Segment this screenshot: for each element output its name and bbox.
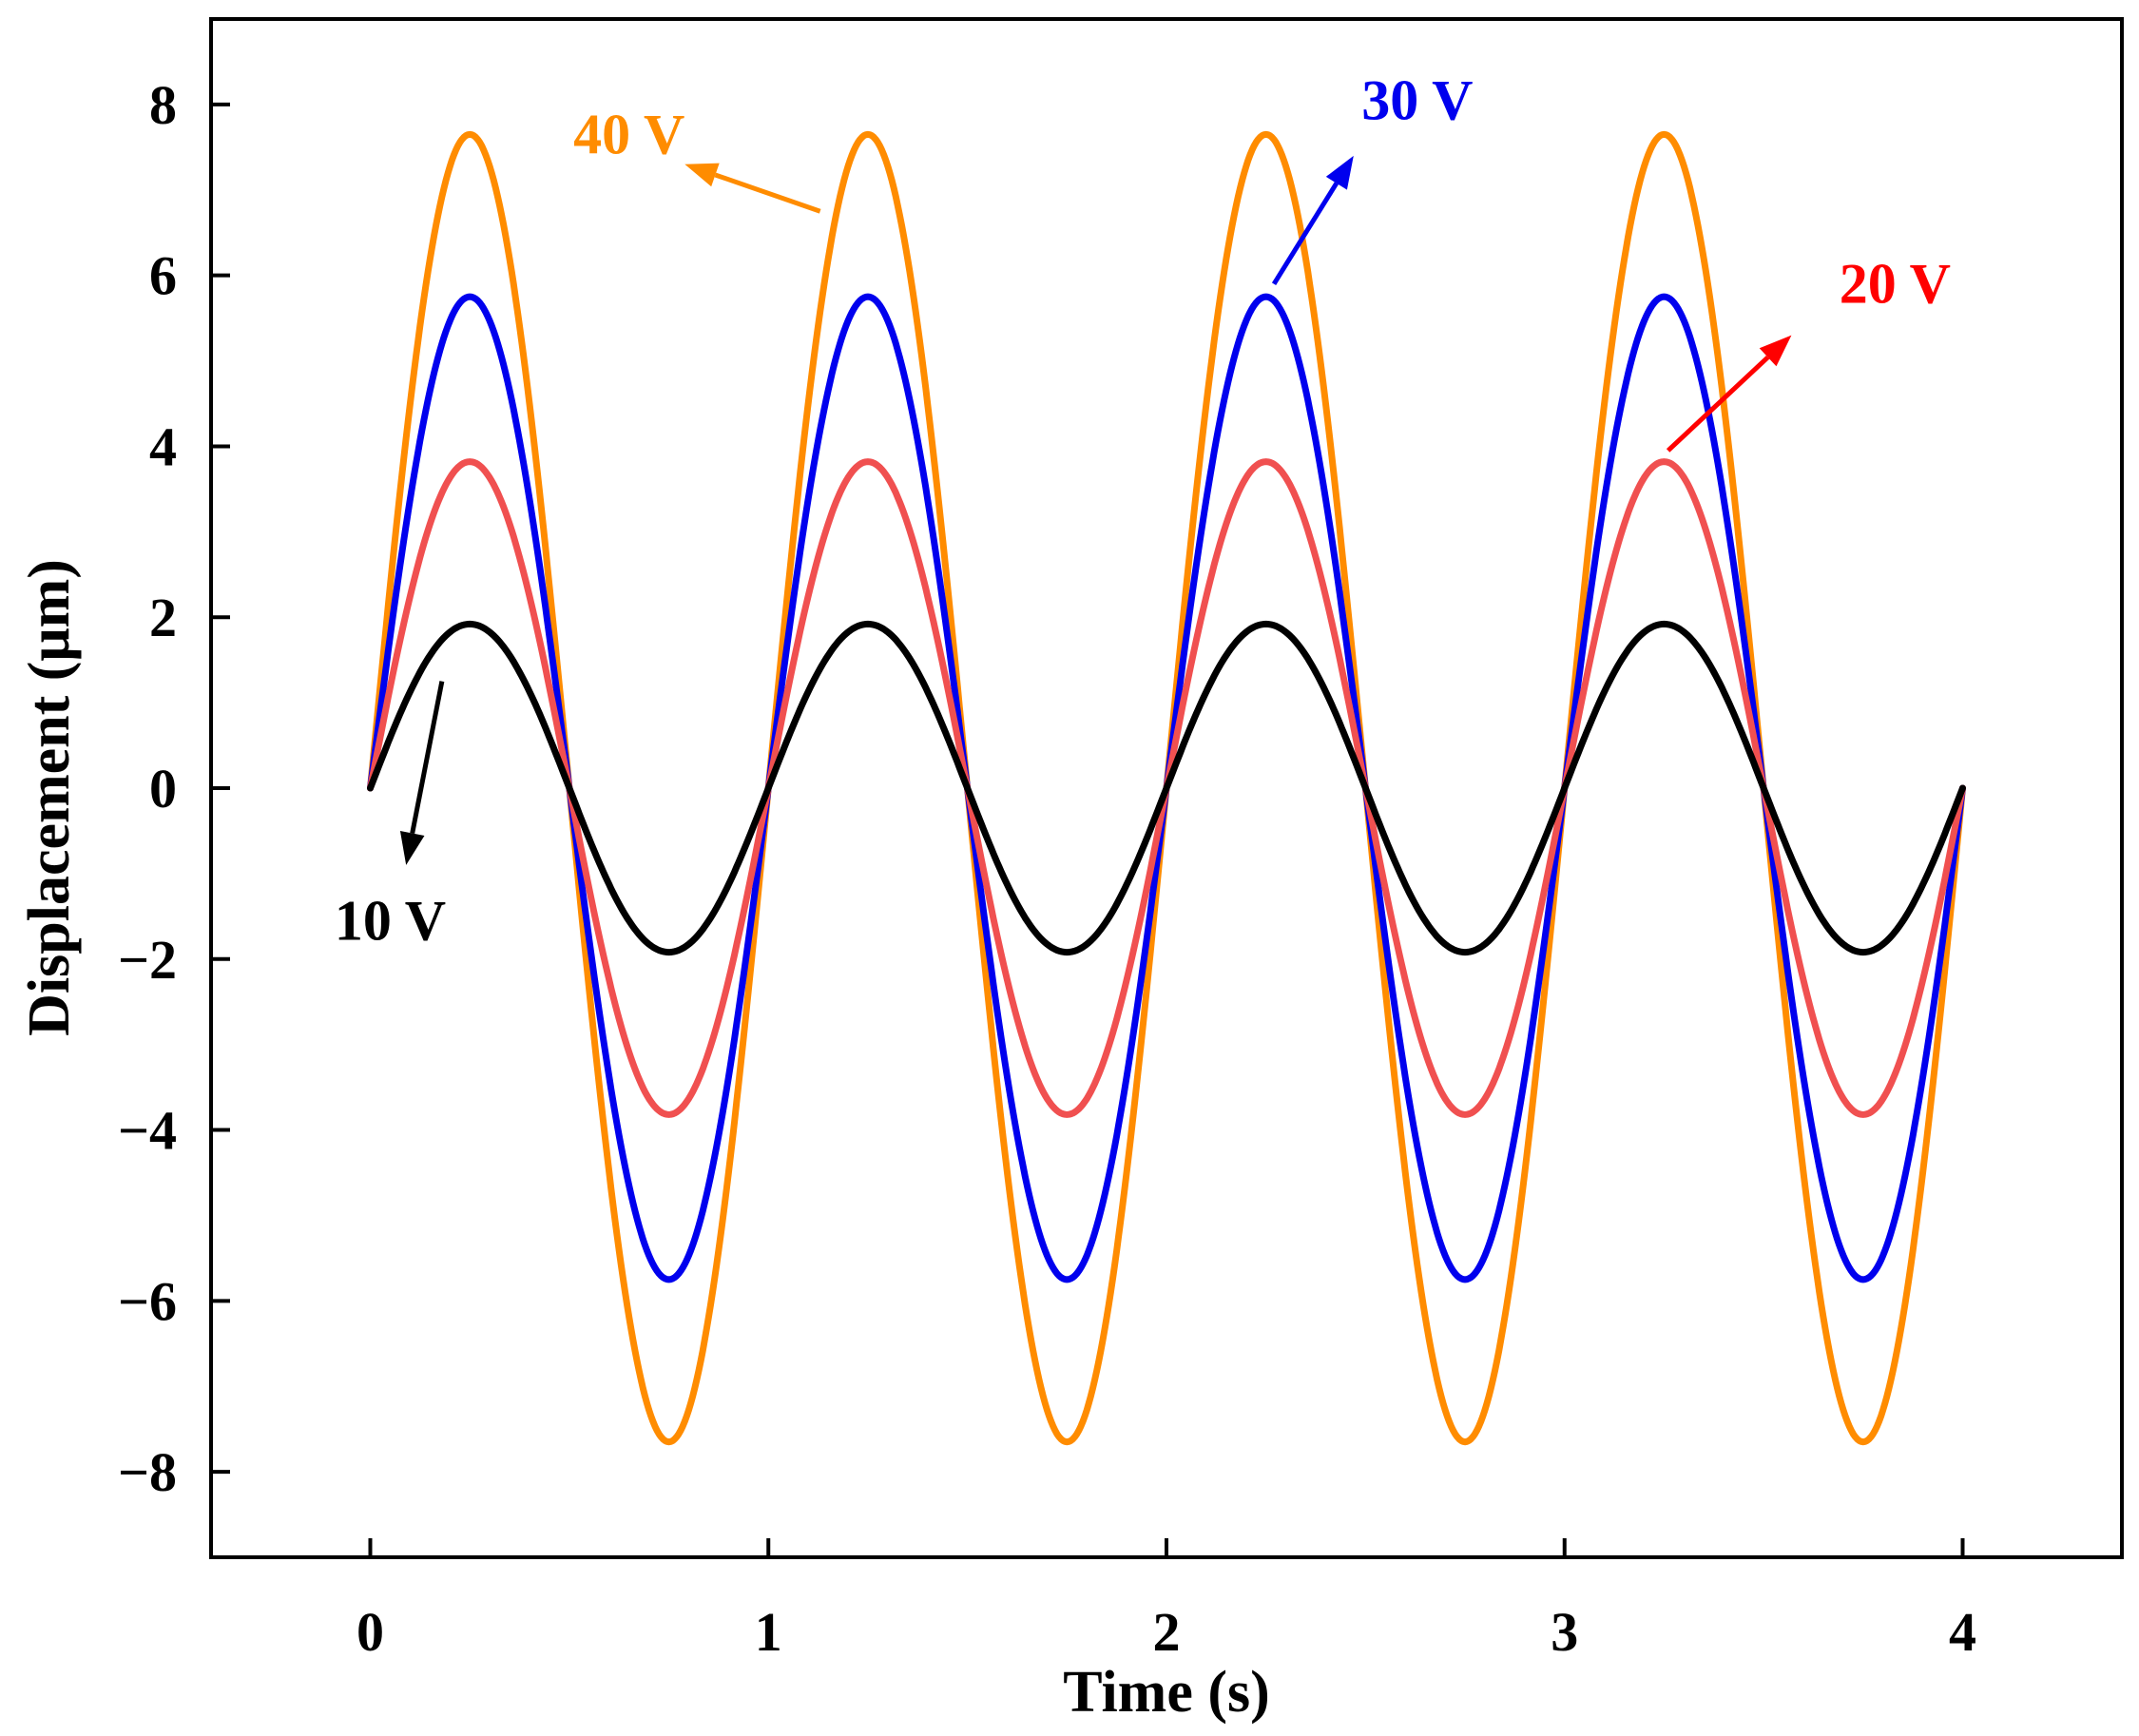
annotation-arrowhead bbox=[1759, 335, 1792, 367]
y-tick-label: 8 bbox=[149, 74, 177, 136]
x-axis-title: Time (s) bbox=[1063, 1660, 1270, 1725]
y-axis-title: Displacement (μm) bbox=[17, 559, 82, 1036]
x-tick-label: 0 bbox=[356, 1601, 384, 1663]
x-tick-label: 3 bbox=[1551, 1601, 1578, 1663]
x-tick-label: 1 bbox=[755, 1601, 782, 1663]
annotation-arrow bbox=[1271, 182, 1339, 285]
y-tick-label: −8 bbox=[118, 1441, 177, 1503]
y-tick-label: 2 bbox=[149, 587, 177, 648]
annotations: 40 V 30 V 20 V 10 V bbox=[335, 68, 1951, 952]
annotation-label: 10 V bbox=[335, 889, 446, 952]
annotation-arrow bbox=[410, 681, 445, 835]
annotation-arrowhead bbox=[399, 831, 425, 865]
x-tick-label: 4 bbox=[1949, 1601, 1976, 1663]
annotation-arrow bbox=[714, 172, 821, 214]
series-lines bbox=[367, 130, 1966, 1446]
axes: 0 1 2 3 4 −8 −6 −4 −2 0 2 4 6 8 bbox=[118, 17, 2124, 1663]
y-tick-label: −6 bbox=[118, 1270, 177, 1332]
y-tick-label: 0 bbox=[149, 758, 177, 820]
y-tick-label: 4 bbox=[149, 415, 177, 477]
y-tick-label: −2 bbox=[118, 929, 177, 991]
y-tick-label: −4 bbox=[118, 1100, 177, 1162]
annotation-arrow bbox=[1666, 355, 1770, 453]
annotation-label: 30 V bbox=[1361, 68, 1473, 131]
annotation-arrowhead bbox=[684, 163, 720, 187]
x-tick-label: 2 bbox=[1153, 1601, 1181, 1663]
annotation-label: 40 V bbox=[573, 103, 684, 165]
y-tick-label: 6 bbox=[149, 245, 177, 307]
annotation-arrowhead bbox=[1325, 155, 1354, 190]
series-line-10v bbox=[367, 620, 1966, 956]
annotation-label: 20 V bbox=[1840, 253, 1951, 316]
